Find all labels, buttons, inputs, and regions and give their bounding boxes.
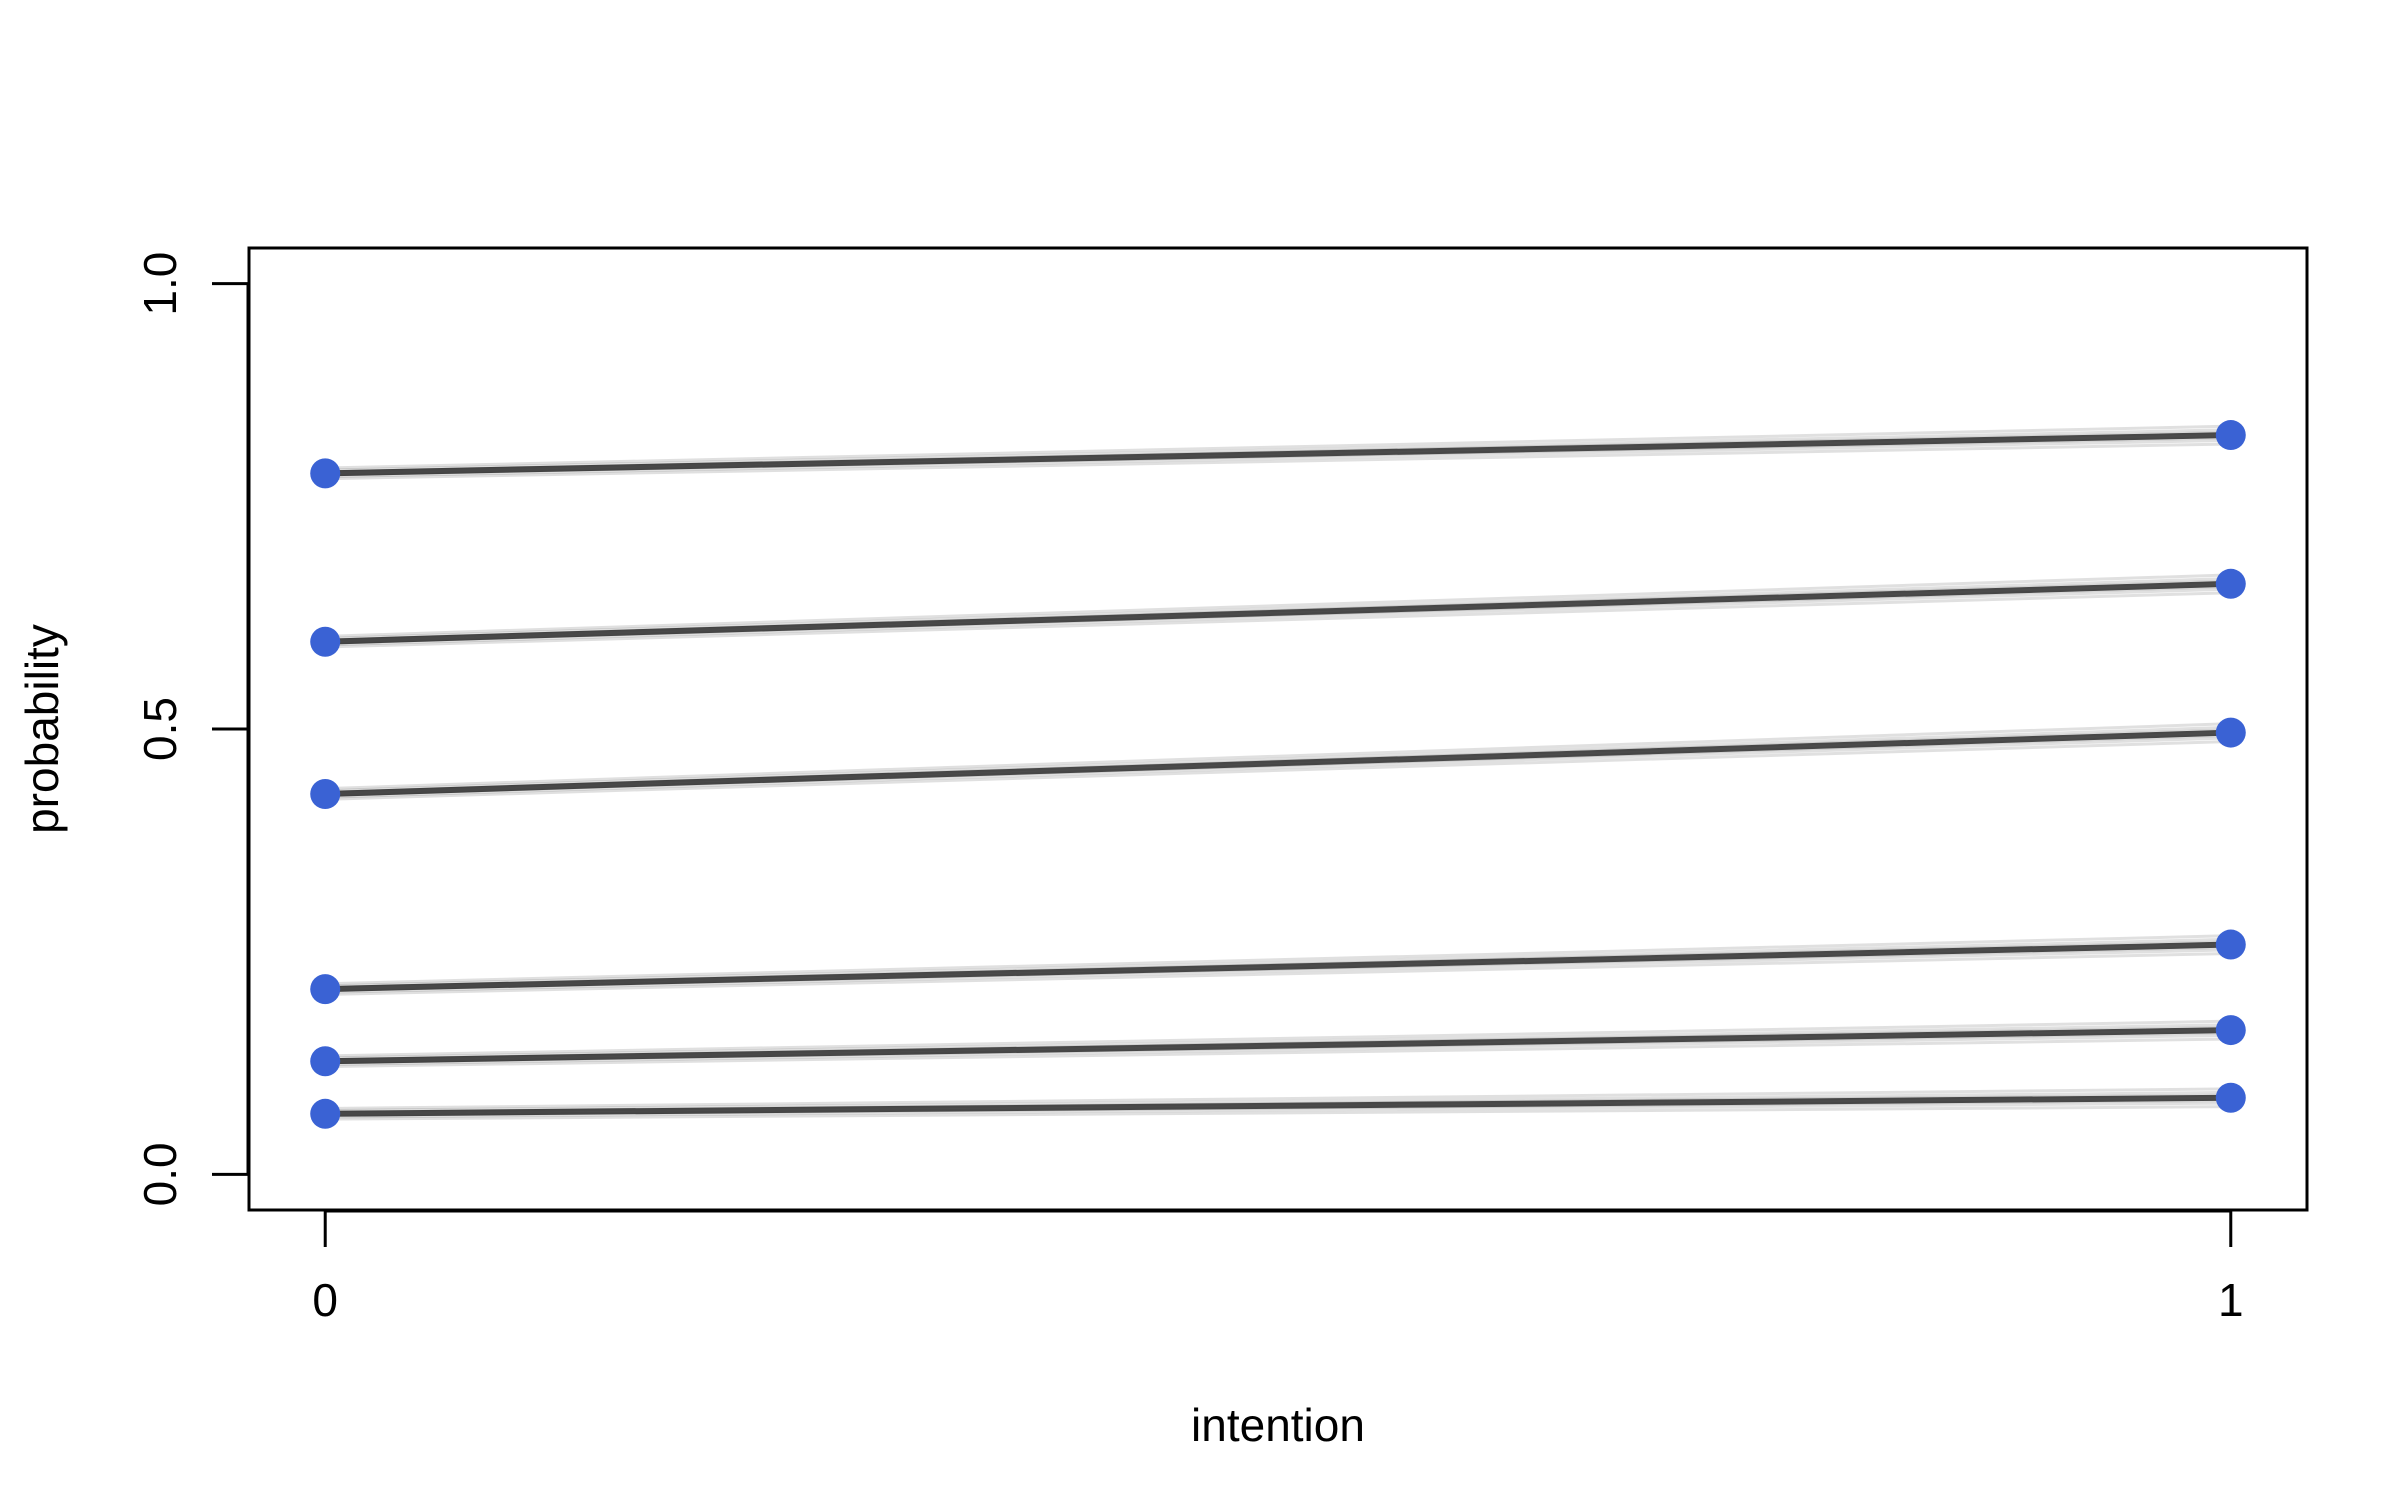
- data-point: [2215, 1082, 2246, 1113]
- series-line-sample: [325, 442, 2231, 481]
- series-line-sample: [325, 428, 2231, 472]
- series-line-sample: [325, 951, 2231, 996]
- series-line: [325, 580, 2231, 645]
- data-point: [310, 1046, 341, 1077]
- x-tick-label: 0: [312, 1274, 338, 1326]
- y-tick-label: 1.0: [134, 252, 186, 316]
- series-line-sample: [325, 948, 2231, 994]
- series-line: [325, 1027, 2231, 1065]
- plot-box: [247, 246, 2309, 1212]
- series-line-sample: [325, 736, 2231, 799]
- series-line-sample: [325, 739, 2231, 801]
- series-line-sample: [325, 937, 2231, 988]
- data-point: [310, 626, 341, 657]
- y-axis: 0.0 0.5 1.0: [134, 252, 250, 1206]
- data-point: [310, 974, 341, 1005]
- series-line-sample: [325, 576, 2231, 640]
- series-line: [325, 1094, 2231, 1117]
- series-points: [310, 420, 2246, 1129]
- series-line-sample: [325, 1090, 2231, 1113]
- x-tick-label: 1: [2218, 1274, 2244, 1326]
- series-line-sample: [325, 722, 2231, 791]
- x-axis-title: intention: [1191, 1399, 1365, 1451]
- series-line-sample: [325, 438, 2231, 479]
- series-line: [325, 432, 2231, 477]
- series-line-sample: [325, 934, 2231, 986]
- series-line-sample: [325, 424, 2231, 470]
- series-line: [325, 941, 2231, 993]
- data-point: [2215, 1015, 2246, 1046]
- data-point: [310, 1098, 341, 1129]
- series-line-sample: [325, 1105, 2231, 1121]
- series-line-sample: [325, 573, 2231, 638]
- series-lines: [325, 424, 2231, 1121]
- series-line-sample: [325, 587, 2231, 647]
- series-line-sample: [325, 725, 2231, 793]
- series-line-sample: [325, 1037, 2231, 1069]
- series-line-sample: [325, 1087, 2231, 1110]
- series-line-sample: [325, 1019, 2231, 1058]
- data-point: [2215, 717, 2246, 748]
- data-point: [2215, 420, 2246, 451]
- y-tick-label: 0.5: [134, 697, 186, 761]
- series-line-sample: [325, 1033, 2231, 1066]
- series-line-sample: [325, 591, 2231, 649]
- series-line: [325, 729, 2231, 798]
- data-point: [2215, 929, 2246, 960]
- data-point: [2215, 568, 2246, 599]
- series-line-sample: [325, 1023, 2231, 1060]
- y-tick-label: 0.0: [134, 1142, 186, 1206]
- data-point: [310, 458, 341, 489]
- y-axis-title: probability: [16, 624, 68, 834]
- series-line-sample: [325, 1101, 2231, 1119]
- data-point: [310, 779, 341, 810]
